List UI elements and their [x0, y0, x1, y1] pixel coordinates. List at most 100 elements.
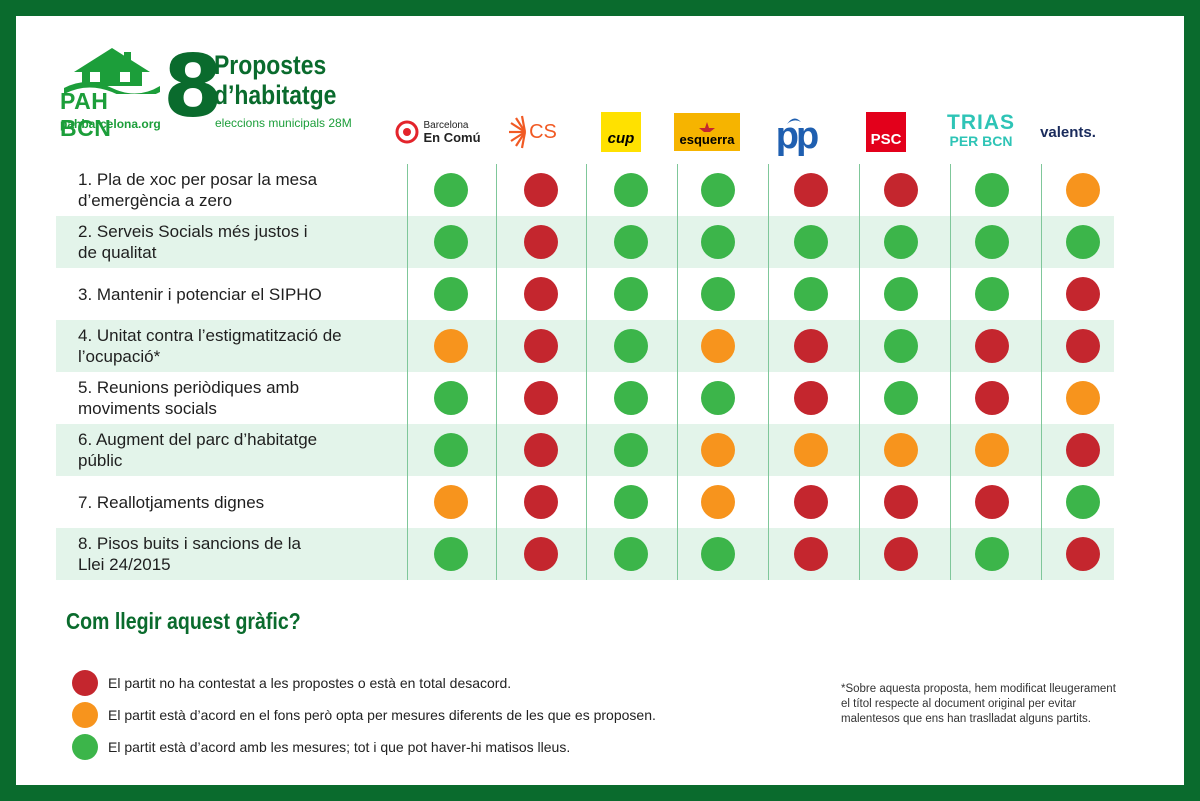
party-name-line2: PER BCN — [949, 133, 1013, 149]
status-dot-red — [884, 485, 918, 519]
proposal-label: 3. Mantenir i potenciar el SIPHO — [78, 268, 378, 320]
status-dot-green — [975, 173, 1009, 207]
column-divider — [768, 164, 769, 580]
table-row: 3. Mantenir i potenciar el SIPHO — [56, 268, 1114, 320]
proposal-label-line1: 5. Reunions periòdiques amb — [78, 378, 300, 397]
table-row: 2. Serveis Socials més justos i de qualit… — [56, 216, 1114, 268]
psc-badge: PSC — [866, 112, 906, 152]
status-dot-red — [1066, 537, 1100, 571]
status-dot-green — [1066, 225, 1100, 259]
party-logo-cup: cup — [592, 110, 650, 154]
status-dot-green — [614, 277, 648, 311]
legend-dot-green — [72, 734, 98, 760]
party-name-line2: En Comú — [423, 130, 481, 145]
erc-badge: esquerra — [674, 113, 740, 151]
column-divider — [859, 164, 860, 580]
legend-text: El partit està d’acord en el fons però o… — [108, 707, 656, 723]
status-dot-green — [614, 329, 648, 363]
proposal-label-line1: 3. Mantenir i potenciar el SIPHO — [78, 284, 322, 304]
legend-title: Com llegir aquest gràfic? — [66, 608, 301, 634]
table-row: 4. Unitat contra l’estigmatització de l’o… — [56, 320, 1114, 372]
pp-gull-icon — [787, 118, 801, 124]
party-name: cup — [607, 130, 635, 147]
status-dot-orange — [434, 485, 468, 519]
proposal-label: 7. Reallotjaments dignes — [78, 476, 378, 528]
party-logo-esquerra: esquerra — [674, 110, 740, 154]
status-dot-red — [794, 485, 828, 519]
status-dot-green — [701, 537, 735, 571]
proposal-label: 5. Reunions periòdiques amb moviments soc… — [78, 372, 378, 424]
party-name: valents. — [1040, 123, 1096, 141]
party-name: esquerra — [679, 132, 735, 147]
proposals-table: 1. Pla de xoc per posar la mesa d’emergèn… — [56, 164, 1114, 580]
status-dot-green — [701, 173, 735, 207]
status-dot-red — [794, 173, 828, 207]
table-row: 6. Augment del parc d’habitatge públic — [56, 424, 1114, 476]
legend-text: El partit està d’acord amb les mesures; … — [108, 739, 571, 755]
table-row: 5. Reunions periòdiques amb moviments soc… — [56, 372, 1114, 424]
proposal-label: 8. Pisos buits i sancions de la Llei 24/2… — [78, 528, 378, 580]
status-dot-red — [794, 537, 828, 571]
column-divider — [950, 164, 951, 580]
proposal-label: 1. Pla de xoc per posar la mesa d’emergèn… — [78, 164, 378, 216]
legend-dot-orange — [72, 702, 98, 728]
party-name: pp — [775, 114, 819, 157]
status-dot-red — [524, 173, 558, 207]
status-dot-red — [524, 225, 558, 259]
column-divider — [586, 164, 587, 580]
status-dot-red — [884, 537, 918, 571]
proposal-label-line2: Llei 24/2015 — [78, 555, 171, 574]
proposal-label: 6. Augment del parc d’habitatge públic — [78, 424, 378, 476]
status-dot-green — [614, 485, 648, 519]
status-dot-orange — [701, 329, 735, 363]
proposal-label-line1: 1. Pla de xoc per posar la mesa — [78, 170, 318, 189]
status-dot-red — [524, 381, 558, 415]
legend-item-green: El partit està d’acord amb les mesures; … — [72, 733, 570, 761]
status-dot-orange — [701, 433, 735, 467]
cs-sunburst-icon — [509, 115, 527, 149]
bcomu-symbol-icon — [395, 120, 419, 144]
status-dot-red — [794, 381, 828, 415]
status-dot-green — [975, 537, 1009, 571]
status-dot-green — [434, 277, 468, 311]
party-name: CS — [529, 120, 557, 143]
big-number: 8 — [163, 37, 223, 137]
status-dot-red — [524, 537, 558, 571]
party-logo-pp: pp — [766, 110, 826, 157]
proposal-label-line1: 2. Serveis Socials més justos i — [78, 222, 308, 241]
status-dot-green — [434, 381, 468, 415]
party-name-line1: TRIAS — [947, 111, 1015, 134]
proposal-label-line2: moviments socials — [78, 399, 217, 418]
status-dot-green — [1066, 485, 1100, 519]
status-dot-green — [434, 173, 468, 207]
party-logo-trias-per-bcn: TRIAS PER BCN — [936, 110, 1026, 154]
status-dot-red — [524, 433, 558, 467]
legend-item-red: El partit no ha contestat a les proposte… — [72, 669, 511, 697]
status-dot-green — [794, 225, 828, 259]
status-dot-red — [1066, 277, 1100, 311]
proposal-label: 2. Serveis Socials més justos i de qualit… — [78, 216, 378, 268]
proposal-label-line1: 6. Augment del parc d’habitatge — [78, 430, 318, 449]
status-dot-red — [524, 277, 558, 311]
status-dot-red — [794, 329, 828, 363]
status-dot-orange — [701, 485, 735, 519]
status-dot-green — [434, 537, 468, 571]
proposal-label-line2: de qualitat — [78, 243, 157, 262]
page-subtitle: eleccions municipals 28M — [215, 116, 352, 130]
party-logo-psc: PSC — [860, 110, 912, 154]
status-dot-green — [975, 277, 1009, 311]
status-dot-green — [884, 277, 918, 311]
party-logo-cs: CS — [496, 110, 566, 154]
page-title-line2: d’habitatge — [214, 80, 337, 110]
house-icon — [64, 48, 160, 94]
erc-star-icon — [699, 122, 715, 132]
status-dot-green — [614, 225, 648, 259]
proposal-label-line1: 7. Reallotjaments dignes — [78, 492, 265, 512]
proposal-label-line1: 8. Pisos buits i sancions de la — [78, 534, 302, 553]
status-dot-orange — [975, 433, 1009, 467]
status-dot-green — [884, 381, 918, 415]
page-title-line1: Propostes — [214, 50, 327, 80]
org-url: pahbarcelona.org — [60, 117, 161, 131]
status-dot-green — [701, 225, 735, 259]
status-dot-red — [524, 485, 558, 519]
